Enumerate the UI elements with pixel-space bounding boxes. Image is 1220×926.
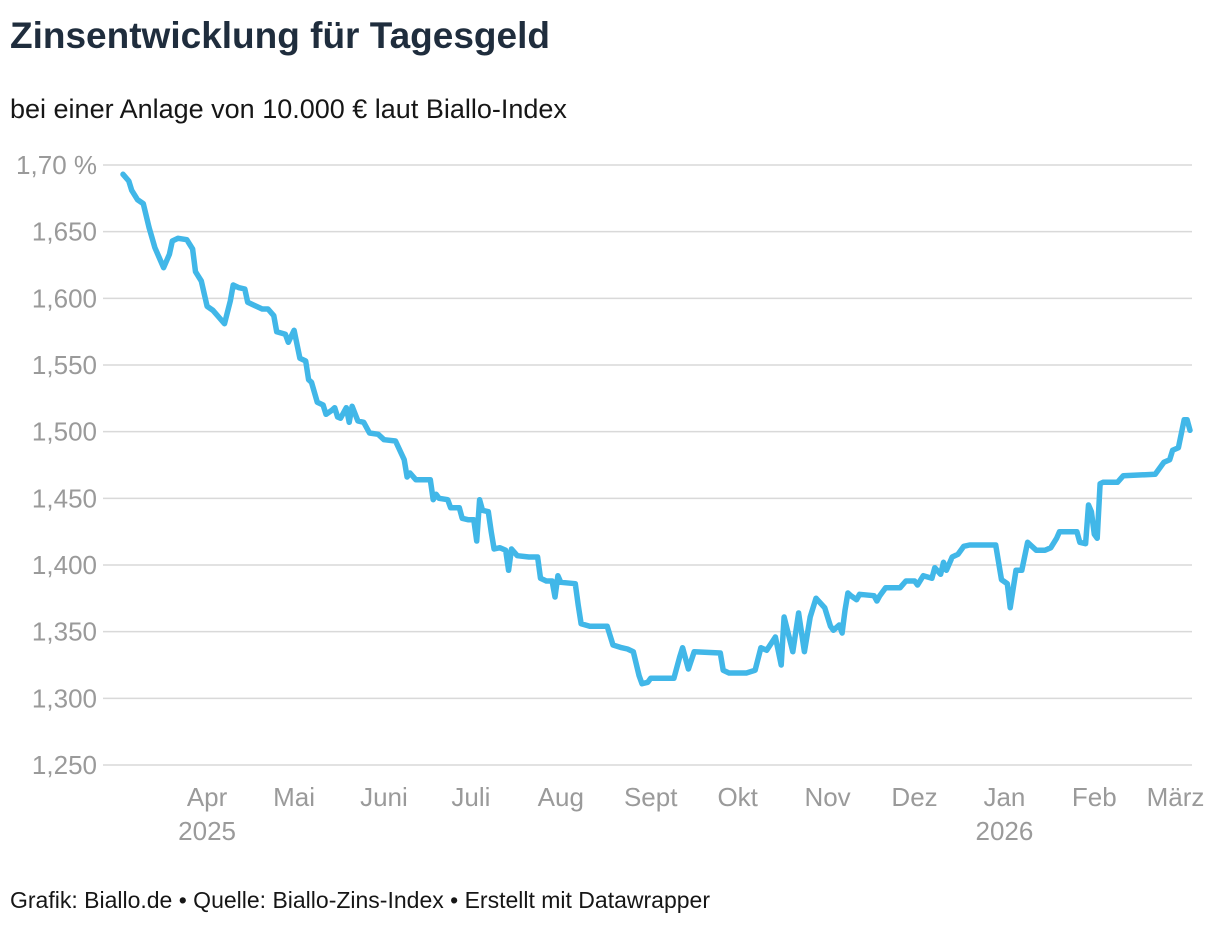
x-axis-month-label: Dez (891, 782, 937, 812)
x-axis-month-label: Apr (187, 782, 228, 812)
x-axis-month-label: Juli (451, 782, 490, 812)
y-axis-tick-label: 1,600 (32, 283, 97, 313)
y-axis-tick-label: 1,250 (32, 750, 97, 780)
y-axis-tick-label: 1,650 (32, 217, 97, 247)
chart-title: Zinsentwicklung für Tagesgeld (10, 15, 550, 56)
x-axis-year-label: 2026 (976, 816, 1034, 846)
y-axis-tick-label: 1,70 % (16, 150, 97, 180)
x-axis-month-label: Juni (360, 782, 408, 812)
x-axis-month-label: März (1147, 782, 1205, 812)
y-axis-tick-label: 1,350 (32, 617, 97, 647)
x-axis-month-label: Nov (804, 782, 850, 812)
chart-footer: Grafik: Biallo.de • Quelle: Biallo-Zins-… (10, 887, 710, 913)
chart-subtitle: bei einer Anlage von 10.000 € laut Biall… (10, 94, 567, 124)
x-axis-month-label: Mai (273, 782, 315, 812)
y-axis-tick-label: 1,500 (32, 417, 97, 447)
y-axis-tick-label: 1,400 (32, 550, 97, 580)
x-axis-month-label: Aug (538, 782, 584, 812)
x-axis-month-label: Feb (1072, 782, 1117, 812)
x-axis-month-label: Okt (717, 782, 758, 812)
interest-rate-line (120, 171, 1193, 687)
x-axis-month-label: Sept (624, 782, 678, 812)
y-axis-tick-label: 1,550 (32, 350, 97, 380)
y-axis-tick-label: 1,450 (32, 483, 97, 513)
y-axis-tick-label: 1,300 (32, 683, 97, 713)
x-axis-month-label: Jan (983, 782, 1025, 812)
x-axis-year-label: 2025 (178, 816, 236, 846)
